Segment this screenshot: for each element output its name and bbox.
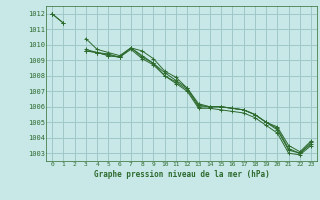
X-axis label: Graphe pression niveau de la mer (hPa): Graphe pression niveau de la mer (hPa) bbox=[94, 170, 269, 179]
